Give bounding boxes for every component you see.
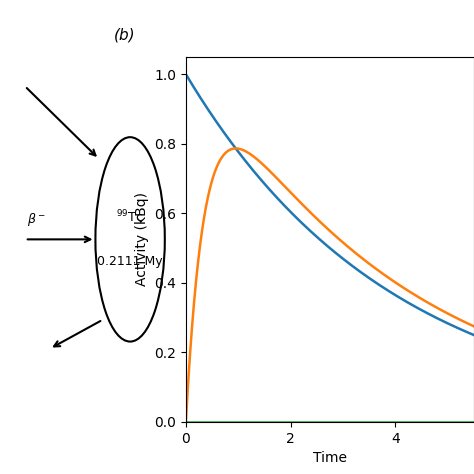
Circle shape (95, 137, 165, 342)
Y-axis label: Activity (kBq): Activity (kBq) (135, 192, 149, 286)
Text: (b): (b) (114, 27, 136, 42)
Text: $^{99}$Tc: $^{99}$Tc (117, 209, 144, 226)
Text: $\beta^-$: $\beta^-$ (27, 211, 46, 228)
Text: 0.2111 My: 0.2111 My (97, 255, 163, 268)
X-axis label: Time: Time (313, 451, 347, 465)
